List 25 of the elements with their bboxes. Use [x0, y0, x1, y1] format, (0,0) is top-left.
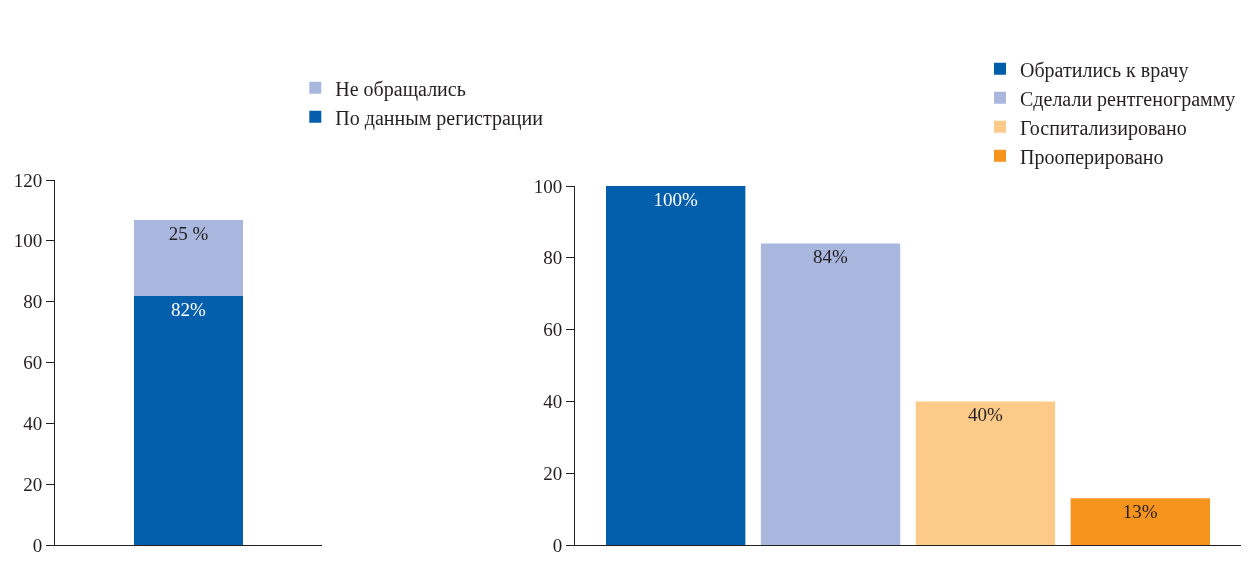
y-tick-label: 0 — [32, 534, 43, 556]
data-label: 40% — [967, 404, 1003, 426]
y-tick-label: 120 — [13, 169, 43, 191]
legend-label: По данным регистрации — [335, 106, 544, 130]
legend-label: Прооперировано — [1020, 145, 1164, 169]
y-tick-label: 20 — [543, 462, 563, 484]
legend-label: Сделали рентгенограмму — [1020, 87, 1236, 111]
y-tick-label: 80 — [23, 291, 43, 313]
y-tick-label: 80 — [543, 247, 563, 269]
legend-label: Не обращались — [335, 77, 466, 101]
y-tick-label: 0 — [552, 534, 563, 556]
y-tick-label: 100 — [13, 230, 43, 252]
y-tick-label: 20 — [23, 473, 43, 495]
y-tick-label: 40 — [543, 391, 563, 413]
y-tick-label: 40 — [23, 412, 43, 434]
y-tick-label: 100 — [533, 175, 563, 197]
y-tick-label: 60 — [23, 352, 43, 374]
data-label: 82% — [171, 298, 206, 320]
data-label: 84% — [813, 246, 849, 268]
data-label: 25 % — [168, 222, 209, 244]
legend-label: Обратились к врачу — [1020, 58, 1189, 82]
y-tick-label: 60 — [543, 319, 563, 341]
data-label: 13% — [1122, 501, 1158, 523]
legend-label: Госпитализировано — [1020, 116, 1187, 140]
data-label: 100% — [653, 189, 698, 210]
